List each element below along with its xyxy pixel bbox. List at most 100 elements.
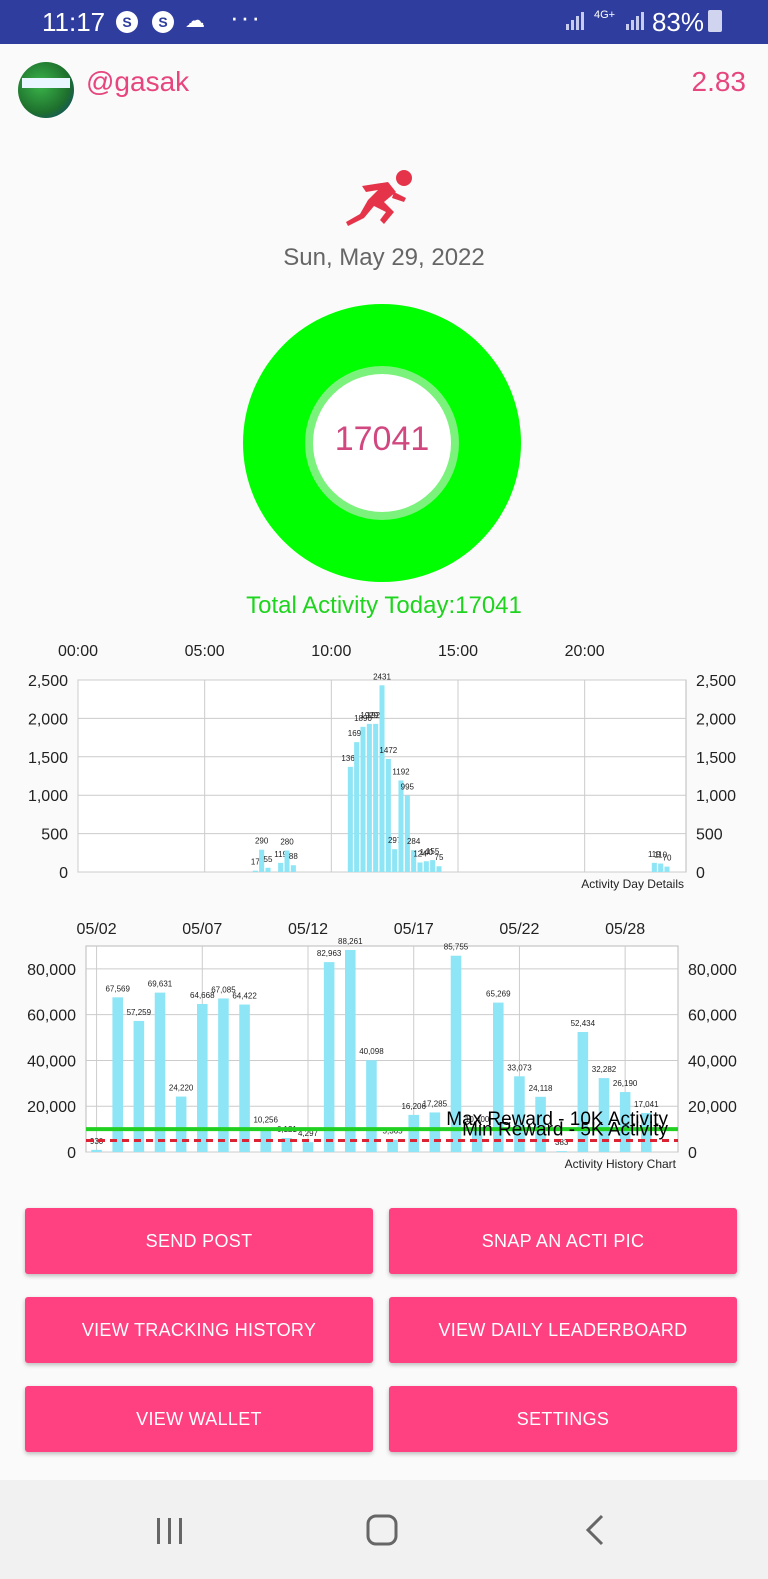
x-tick-label: 05/17 <box>394 921 434 938</box>
network-type: 4G+ <box>594 9 616 21</box>
bar <box>392 849 398 872</box>
home-icon[interactable] <box>352 1510 412 1550</box>
bar <box>423 861 429 872</box>
bar <box>556 1151 567 1152</box>
y-tick-label-right: 20,000 <box>688 1099 737 1116</box>
bar <box>651 862 657 872</box>
bar-value-label: 2431 <box>373 672 391 681</box>
bar <box>302 1142 314 1152</box>
more-icon: ··· <box>230 2 262 32</box>
bar-value-label: 119 <box>274 850 287 859</box>
y-tick-label-right: 2,000 <box>696 711 736 728</box>
chart-caption: Activity Day Details <box>581 877 684 891</box>
bar <box>366 1060 377 1152</box>
battery-percent: 83% <box>651 7 704 37</box>
bar-value-label: 10,400 <box>465 1115 490 1124</box>
bar-value-label: 88 <box>289 852 298 861</box>
bar-value-label: 110 <box>654 851 667 860</box>
x-tick-label: 05/28 <box>605 921 645 938</box>
y-tick-label-right: 80,000 <box>688 962 737 979</box>
bar <box>323 962 335 1152</box>
y-tick-label: 2,500 <box>28 673 68 690</box>
s-app-icon: S <box>116 11 138 33</box>
date-label: Sun, May 29, 2022 <box>283 244 485 271</box>
bar-value-label: 17,285 <box>423 1099 448 1108</box>
app-header: @gasak 2.83 <box>0 44 768 134</box>
bar <box>436 866 442 872</box>
send-post-button[interactable]: SEND POST <box>25 1208 373 1274</box>
daily-leaderboard-button[interactable]: VIEW DAILY LEADERBOARD <box>389 1297 737 1363</box>
bar-value-label: 17,041 <box>634 1100 659 1109</box>
activity-ring <box>243 304 521 582</box>
bar <box>619 1092 631 1152</box>
bar <box>408 1114 419 1152</box>
bar-value-label: 24,118 <box>529 1084 553 1093</box>
y-tick-label: 2,000 <box>28 711 68 728</box>
x-tick-label: 20:00 <box>565 643 605 660</box>
bar-value-label: 119 <box>648 850 661 859</box>
bar <box>252 870 258 872</box>
recent-apps-icon[interactable] <box>140 1510 200 1550</box>
bar <box>278 862 284 872</box>
bar <box>450 955 462 1152</box>
bar <box>347 766 353 872</box>
bar <box>493 1002 504 1152</box>
total-activity-label: Total Activity Today:17041 <box>246 592 522 619</box>
system-nav-bar <box>0 1480 768 1579</box>
bar <box>430 860 436 872</box>
bar <box>664 866 670 872</box>
settings-button[interactable]: SETTINGS <box>389 1386 737 1452</box>
bar <box>284 850 290 872</box>
bar <box>385 758 391 872</box>
bar-value-label: 64,422 <box>232 992 257 1001</box>
runner-icon <box>346 170 412 226</box>
bar-value-label: 1192 <box>392 767 410 776</box>
signal-icon <box>626 12 646 30</box>
x-tick-label: 00:00 <box>58 643 98 660</box>
y-tick-label: 20,000 <box>27 1099 76 1116</box>
bar <box>354 742 360 872</box>
history-chart-svg: 0 0 20,000 20,000 40,000 40,000 60,000 60,000 80… <box>27 921 737 1171</box>
avatar[interactable] <box>18 62 74 118</box>
y-tick-label-right: 1,000 <box>696 788 736 805</box>
bar <box>379 685 385 872</box>
y-tick-label-right: 2,500 <box>696 673 736 690</box>
y-tick-label: 1,500 <box>28 750 68 767</box>
bar-value-label: 297 <box>388 836 402 845</box>
bar-value-label: 1929 <box>367 711 385 720</box>
wallet-button[interactable]: VIEW WALLET <box>25 1386 373 1452</box>
bar-value-label: 280 <box>280 837 294 846</box>
day-chart-svg: 0 0 500 500 1,000 1,000 1,500 1,500 2,000 2,000 2,… <box>28 643 736 891</box>
bar <box>387 1139 398 1152</box>
chart-caption: Activity History Chart <box>565 1157 677 1171</box>
history-chart: 0 0 20,000 20,000 40,000 40,000 60,000 60,000 80… <box>0 912 768 1174</box>
bar <box>577 1031 589 1152</box>
x-tick-label: 05:00 <box>185 643 225 660</box>
bar <box>175 1096 187 1152</box>
bar-value-label: 64,668 <box>190 991 215 1000</box>
min-reward-label: Min Reward - 5K Activity <box>462 1120 668 1141</box>
bar-value-label: 52,434 <box>571 1019 596 1028</box>
y-tick-label-right: 40,000 <box>688 1053 737 1070</box>
bar-value-label: 88,261 <box>338 937 363 946</box>
bar-value-label: 85,755 <box>444 943 469 952</box>
bar <box>290 865 296 872</box>
snap-pic-button[interactable]: SNAP AN ACTI PIC <box>389 1208 737 1274</box>
back-icon[interactable] <box>566 1510 626 1550</box>
y-tick-label: 0 <box>67 1145 76 1162</box>
bar-value-label: 32,282 <box>592 1065 617 1074</box>
bar-value-label: 1929 <box>360 711 378 720</box>
y-tick-label-right: 500 <box>696 827 723 844</box>
bar <box>404 795 410 872</box>
bar <box>197 1003 208 1152</box>
bar <box>360 726 366 872</box>
bar-value-label: 930 <box>90 1137 104 1146</box>
bar <box>265 867 271 872</box>
bar-value-label: 290 <box>255 837 269 846</box>
bar-value-label: 383 <box>555 1138 569 1147</box>
battery-icon <box>708 10 722 32</box>
bar <box>345 949 356 1152</box>
bar-value-label: 67,085 <box>211 985 236 994</box>
bar-value-label: 70 <box>663 854 672 863</box>
tracking-history-button[interactable]: VIEW TRACKING HISTORY <box>25 1297 373 1363</box>
